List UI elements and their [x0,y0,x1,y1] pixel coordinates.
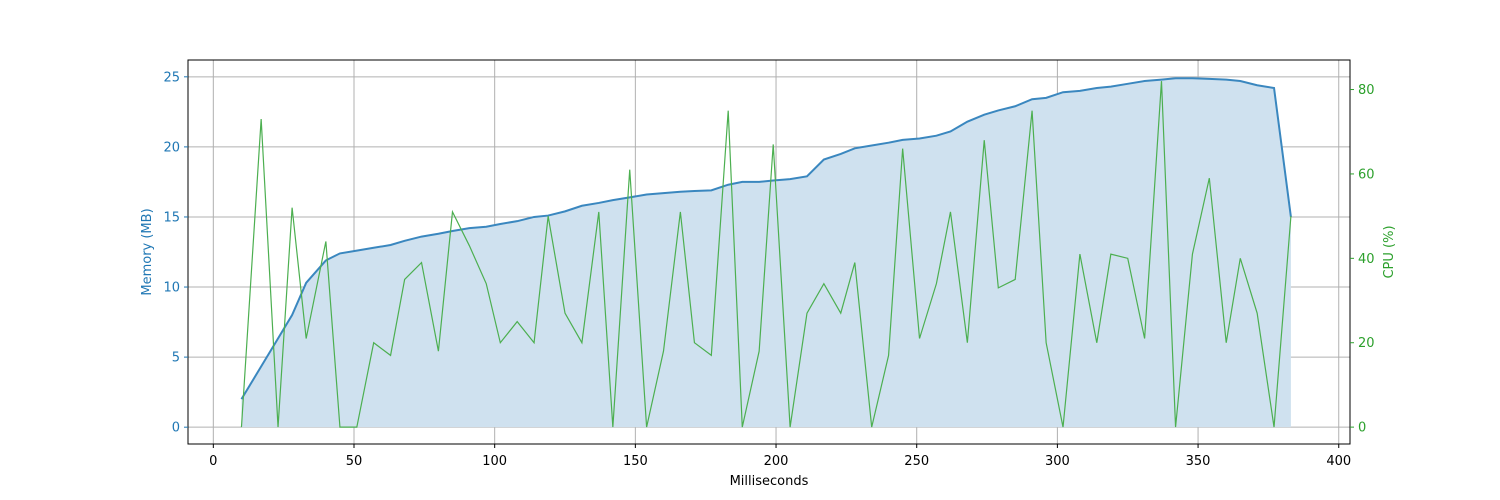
cpu-line [240,81,1292,428]
x-tick-label: 250 [904,454,929,469]
memory-axis: 0 5 10 15 20 25 [163,70,188,436]
memory-tick-label: 15 [163,210,180,225]
plot-frame [187,59,1351,445]
x-tick-label: 50 [346,454,363,469]
x-tick-label: 300 [1045,454,1070,469]
x-tick-label: 100 [482,454,507,469]
x-axis-title: Milliseconds [730,474,809,489]
memory-line [240,77,1292,400]
x-tick-label: 200 [764,454,789,469]
cpu-axis: 0 20 40 60 80 [1350,83,1375,436]
memory-tick-label: 5 [172,351,180,366]
x-tick-label: 350 [1186,454,1211,469]
cpu-tick-label: 80 [1358,83,1375,98]
cpu-axis-title: CPU (%) [1382,225,1397,278]
cpu-tick-label: 60 [1358,167,1375,182]
memory-tick-label: 20 [163,140,180,155]
memory-tick-label: 25 [163,70,180,85]
x-tick-label: 150 [623,454,648,469]
cpu-tick-label: 20 [1358,336,1375,351]
x-axis: 0 50 100 150 200 250 300 350 400 [209,444,1351,469]
memory-tick-label: 0 [172,421,180,436]
memory-axis-title: Memory (MB) [140,208,155,295]
x-tick-label: 400 [1326,454,1351,469]
cpu-tick-label: 40 [1358,252,1375,267]
cpu-line-series [240,81,1292,428]
memory-tick-label: 10 [163,281,180,296]
cpu-tick-label: 0 [1358,421,1366,436]
x-tick-label: 0 [209,454,217,469]
